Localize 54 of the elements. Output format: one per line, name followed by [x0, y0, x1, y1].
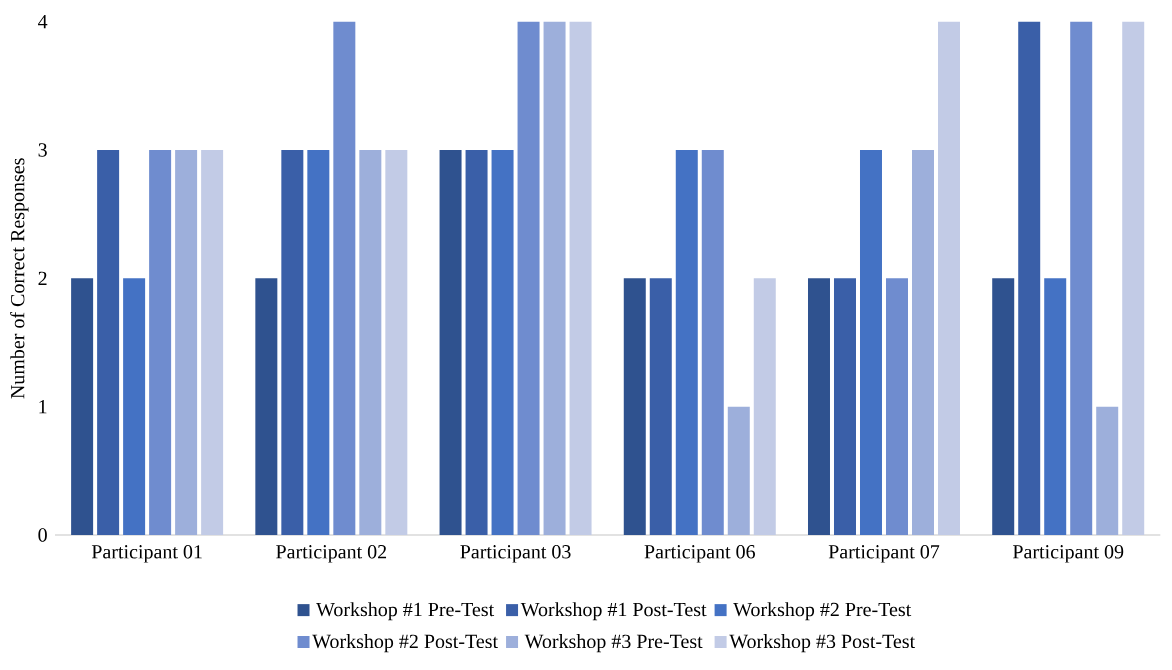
bar — [1070, 21, 1093, 535]
x-tick-label: Participant 03 — [460, 545, 571, 563]
bar — [1122, 21, 1145, 535]
y-tick-label: 2 — [38, 271, 47, 285]
bar — [255, 278, 278, 535]
bar — [833, 278, 856, 535]
bar — [1044, 278, 1067, 535]
bar — [808, 278, 830, 535]
bar — [333, 21, 356, 535]
bar — [491, 149, 514, 535]
x-tick-label: Participant 02 — [276, 545, 387, 563]
legend-label: Workshop #2 Pre-Test — [733, 602, 912, 621]
y-axis-title: Number of Correct Responses — [10, 158, 29, 399]
bar — [992, 278, 1015, 535]
bar — [439, 149, 462, 535]
x-tick-label: Participant 06 — [644, 545, 755, 563]
bar — [623, 278, 646, 535]
bar — [727, 406, 750, 535]
legend-label: Workshop #3 Pre-Test — [524, 634, 703, 653]
bar — [123, 278, 146, 535]
bar — [938, 21, 960, 535]
bar — [1096, 406, 1119, 535]
bar — [359, 149, 382, 535]
bar — [885, 278, 908, 535]
bar — [307, 149, 330, 535]
bar — [753, 278, 776, 535]
bar — [385, 149, 408, 535]
bar — [201, 149, 224, 535]
legend-label: Workshop #3 Post-Test — [729, 634, 916, 653]
bar — [175, 149, 198, 535]
y-tick-label: 0 — [38, 528, 47, 542]
bar — [675, 149, 698, 535]
bar — [149, 149, 172, 535]
y-tick-label: 4 — [38, 15, 48, 29]
y-tick-label: 1 — [39, 400, 47, 414]
bar — [649, 278, 672, 535]
x-tick-label: Participant 07 — [828, 545, 940, 563]
bar — [569, 21, 592, 535]
bar — [1018, 21, 1041, 535]
legend-label: Workshop #1 Pre-Test — [316, 602, 495, 621]
y-tick-label: 3 — [38, 143, 47, 157]
bar — [281, 149, 304, 535]
bar — [911, 149, 934, 535]
bar — [517, 21, 540, 535]
legend-label: Workshop #1 Post-Test — [520, 602, 707, 621]
x-tick-label: Participant 09 — [1012, 545, 1124, 563]
bar — [860, 149, 882, 535]
bar — [71, 278, 94, 535]
bar — [97, 149, 120, 535]
legend-label: Workshop #2 Post-Test — [312, 634, 498, 653]
bar — [465, 149, 488, 535]
bar — [701, 149, 724, 535]
x-tick-label: Participant 01 — [91, 545, 202, 563]
bar — [543, 21, 566, 535]
